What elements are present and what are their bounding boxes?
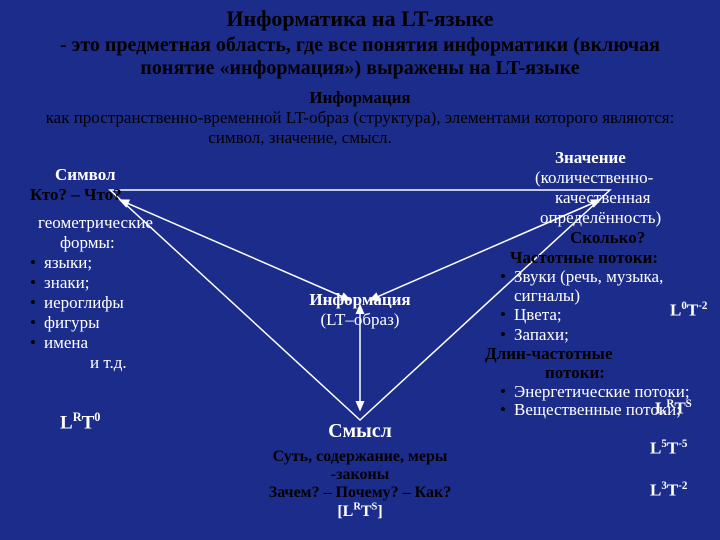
bottom-line1: Суть, содержание, меры — [273, 448, 448, 465]
left-item: знаки; — [30, 273, 200, 293]
bottom-line2: -законы — [331, 466, 389, 483]
left-block: Символ Кто? – Что? геометрические формы:… — [30, 165, 200, 373]
left-item: языки; — [30, 253, 200, 273]
bottom-formula: [LRTS] — [337, 503, 382, 520]
right-g1-item: Запахи; — [500, 325, 720, 345]
slide-root: Информатика на LT-языке - это предметная… — [0, 0, 720, 540]
left-sub1: геометрические — [30, 213, 200, 233]
center-top-text: Информация — [309, 290, 410, 309]
right-sub2: качественная — [500, 188, 720, 208]
center-bottom-desc: Суть, содержание, меры -законы Зачем? – … — [230, 448, 490, 521]
left-title: Символ — [30, 165, 200, 185]
left-formula: LRT0 — [60, 410, 100, 434]
left-tail: и т.д. — [30, 353, 200, 373]
left-sub2: формы: — [30, 233, 200, 253]
right-q: Сколько? — [500, 228, 720, 248]
center-top-label: Информация (LT–образ) — [300, 290, 420, 330]
right-g2-title: Длин-частотные потоки: — [500, 345, 720, 382]
left-item: иероглифы — [30, 293, 200, 313]
right-title: Значение — [500, 148, 720, 168]
right-formula-1: L0T-2 — [670, 300, 707, 321]
left-item: имена — [30, 333, 200, 353]
center-top-sub: (LT–образ) — [321, 310, 400, 329]
center-bottom-label: Смысл — [260, 420, 460, 443]
right-g1-title: Частотные потоки: — [500, 248, 720, 268]
left-item: фигуры — [30, 313, 200, 333]
left-q: Кто? – Что? — [30, 185, 200, 205]
right-sub3: определённость) — [500, 208, 720, 228]
right-formula-4: L3T-2 — [650, 480, 687, 501]
right-block: Значение (количественно- качественная оп… — [500, 148, 720, 420]
right-formula-3: L5T-5 — [650, 438, 687, 459]
right-formula-2: LRTS — [655, 398, 692, 419]
right-sub1: (количественно- — [500, 168, 720, 188]
bottom-line3: Зачем? – Почему? – Как? — [269, 484, 452, 501]
